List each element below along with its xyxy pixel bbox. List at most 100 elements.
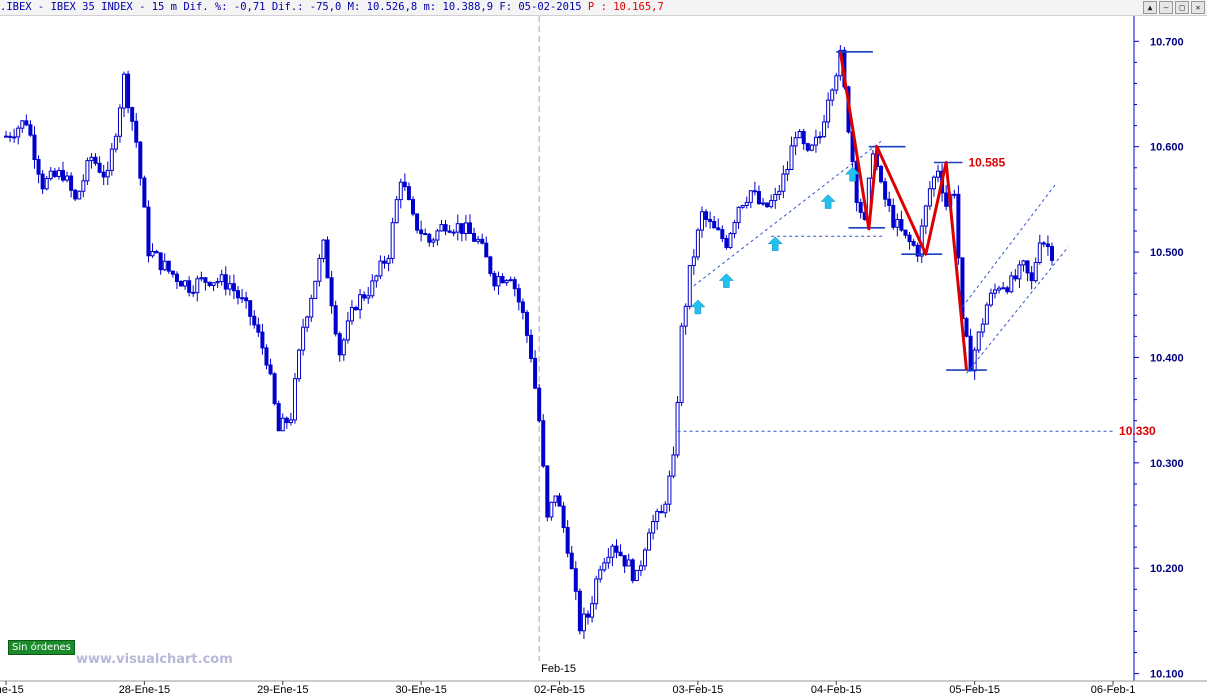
candle-body[interactable] [73, 189, 78, 200]
candle-body[interactable] [899, 219, 904, 231]
candle-body[interactable] [284, 417, 289, 424]
candle-body[interactable] [561, 505, 566, 529]
candle-body[interactable] [952, 193, 957, 196]
candle-body[interactable] [65, 175, 70, 181]
candle-body[interactable] [179, 280, 184, 287]
candle-body[interactable] [358, 294, 363, 311]
candle-body[interactable] [720, 229, 725, 240]
candle-body[interactable] [215, 281, 220, 284]
candle-body[interactable] [524, 311, 529, 336]
candle-body[interactable] [439, 224, 444, 232]
candle-body[interactable] [911, 241, 916, 246]
candle-body[interactable] [695, 229, 700, 258]
candle-body[interactable] [20, 120, 25, 129]
candle-body[interactable] [642, 549, 647, 567]
candle-body[interactable] [858, 201, 863, 213]
buy-arrow-icon[interactable] [690, 299, 706, 315]
candle-body[interactable] [691, 256, 696, 267]
candle-body[interactable] [109, 148, 114, 171]
candle-body[interactable] [964, 318, 969, 337]
candle-body[interactable] [89, 156, 94, 162]
candle-body[interactable] [1001, 287, 1006, 290]
candle-body[interactable] [744, 201, 749, 207]
candle-body[interactable] [411, 199, 415, 215]
candle-body[interactable] [565, 527, 570, 554]
candle-body[interactable] [976, 331, 981, 351]
candle-body[interactable] [573, 568, 578, 592]
candle-body[interactable] [333, 305, 338, 335]
candle-body[interactable] [170, 270, 175, 275]
candle-body[interactable] [777, 190, 782, 196]
candle-body[interactable] [415, 213, 420, 231]
candle-body[interactable] [687, 265, 692, 307]
candle-body[interactable] [81, 180, 86, 192]
candle-body[interactable] [1021, 260, 1026, 266]
candle-body[interactable] [93, 156, 98, 164]
candle-body[interactable] [199, 277, 204, 280]
candle-body[interactable] [647, 532, 652, 551]
candle-body[interactable] [545, 465, 550, 518]
candle-body[interactable] [610, 545, 615, 558]
candle-body[interactable] [349, 307, 354, 322]
candle-body[interactable] [732, 222, 737, 235]
candle-body[interactable] [313, 280, 318, 299]
candle-body[interactable] [915, 244, 920, 257]
candle-body[interactable] [663, 503, 668, 514]
buy-arrow-icon[interactable] [820, 194, 836, 209]
candle-body[interactable] [459, 223, 464, 234]
candle-body[interactable] [826, 99, 831, 123]
candle-body[interactable] [378, 260, 383, 277]
candle-body[interactable] [292, 378, 297, 421]
candle-body[interactable] [252, 315, 257, 326]
candle-body[interactable] [16, 127, 21, 138]
scroll-up-button[interactable]: ▲ [1143, 1, 1157, 14]
candle-body[interactable] [301, 326, 306, 351]
candle-body[interactable] [40, 173, 45, 190]
buy-arrow-icon[interactable] [718, 273, 734, 288]
candle-body[interactable] [1029, 272, 1034, 282]
candle-body[interactable] [622, 555, 627, 567]
candle-body[interactable] [162, 260, 167, 271]
candle-body[interactable] [675, 401, 680, 456]
candle-body[interactable] [264, 347, 269, 366]
candle-body[interactable] [488, 256, 493, 274]
candle-body[interactable] [427, 233, 432, 243]
candle-body[interactable] [12, 136, 17, 139]
candle-body[interactable] [516, 288, 521, 303]
candle-body[interactable] [907, 234, 912, 243]
candle-body[interactable] [280, 417, 285, 432]
candle-body[interactable] [256, 324, 261, 333]
candle-body[interactable] [740, 205, 745, 208]
candle-body[interactable] [166, 260, 171, 272]
candle-body[interactable] [341, 339, 346, 356]
candle-body[interactable] [451, 231, 456, 234]
candle-body[interactable] [988, 292, 993, 306]
candle-body[interactable] [614, 545, 619, 553]
candle-body[interactable] [728, 233, 733, 248]
candle-body[interactable] [48, 170, 53, 180]
candle-body[interactable] [569, 552, 574, 570]
candle-body[interactable] [329, 277, 334, 307]
candle-body[interactable] [537, 387, 542, 422]
candle-body[interactable] [394, 199, 399, 224]
candle-body[interactable] [553, 495, 558, 503]
candle-body[interactable] [879, 165, 884, 183]
candle-body[interactable] [765, 202, 770, 208]
candle-body[interactable] [1045, 243, 1050, 248]
candle-body[interactable] [818, 136, 822, 139]
candle-body[interactable] [667, 475, 672, 505]
candle-body[interactable] [146, 206, 151, 257]
candle-body[interactable] [883, 181, 888, 200]
buy-arrow-icon[interactable] [767, 236, 783, 251]
candle-body[interactable] [805, 143, 810, 151]
candle-body[interactable] [927, 188, 932, 207]
candle-body[interactable] [972, 349, 977, 372]
candle-body[interactable] [699, 211, 704, 231]
candle-body[interactable] [362, 294, 367, 299]
candle-body[interactable] [260, 331, 265, 349]
maximize-button[interactable]: □ [1175, 1, 1189, 14]
candle-body[interactable] [480, 238, 485, 244]
candle-body[interactable] [366, 295, 371, 299]
candle-body[interactable] [834, 75, 839, 91]
candle-body[interactable] [56, 170, 61, 177]
